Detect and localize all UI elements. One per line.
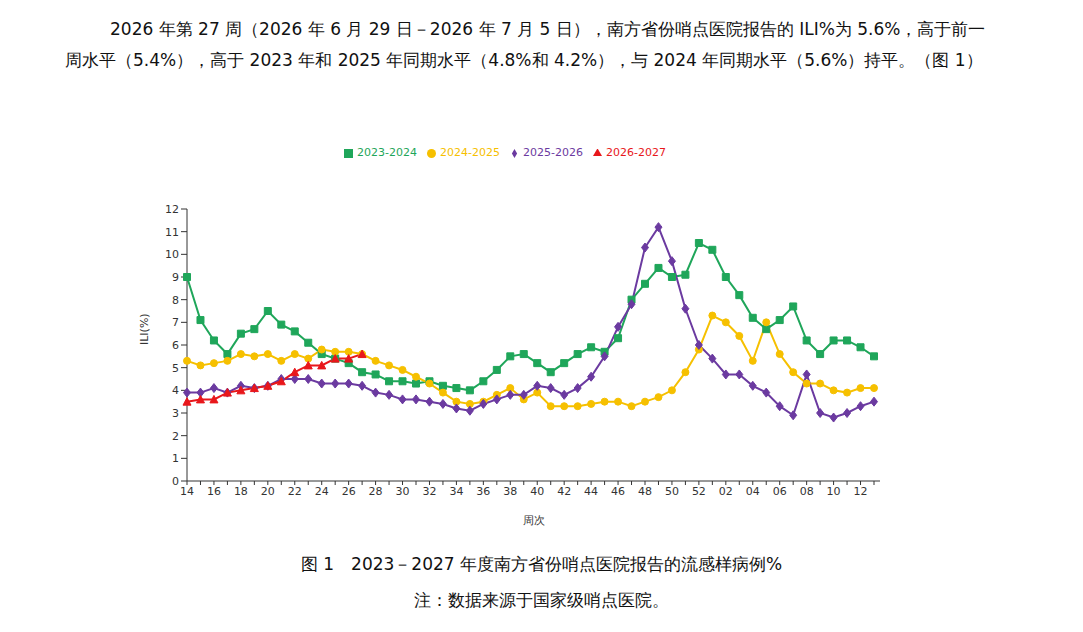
html-text:2025-2026: 2025-2026 bbox=[523, 146, 583, 159]
svg-text:34: 34 bbox=[449, 485, 463, 498]
svg-text:0: 0 bbox=[172, 475, 179, 488]
svg-text:02: 02 bbox=[719, 485, 733, 498]
svg-text:46: 46 bbox=[611, 485, 625, 498]
svg-text:2: 2 bbox=[172, 430, 179, 443]
svg-text:9: 9 bbox=[172, 271, 179, 284]
svg-text:10: 10 bbox=[827, 485, 841, 498]
html-text:2024-2025: 2024-2025 bbox=[440, 146, 500, 159]
svg-text:32: 32 bbox=[422, 485, 436, 498]
svg-text:1: 1 bbox=[172, 452, 179, 465]
svg-text:3: 3 bbox=[172, 407, 179, 420]
html-text:2026 年第 27 周（2026 年 6 月 29 日－2: 2026 年第 27 周（2026 年 6 月 29 日－2026 年 7 月 … bbox=[65, 19, 986, 70]
svg-text:06: 06 bbox=[773, 485, 787, 498]
svg-text:50: 50 bbox=[665, 485, 679, 498]
svg-text:6: 6 bbox=[172, 339, 179, 352]
svg-text:28: 28 bbox=[369, 485, 383, 498]
svg-text:8: 8 bbox=[172, 294, 179, 307]
html-text:注：数据来源于国家级哨点医院。: 注：数据来源于国家级哨点医院。 bbox=[414, 590, 669, 610]
svg-text:周次: 周次 bbox=[523, 514, 545, 527]
html-text:2026-2027: 2026-2027 bbox=[606, 146, 666, 159]
svg-text:12: 12 bbox=[165, 203, 179, 216]
svg-text:04: 04 bbox=[746, 485, 760, 498]
svg-text:20: 20 bbox=[261, 485, 275, 498]
svg-text:11: 11 bbox=[165, 226, 179, 239]
svg-text:40: 40 bbox=[530, 485, 544, 498]
svg-text:22: 22 bbox=[288, 485, 302, 498]
svg-text:08: 08 bbox=[800, 485, 814, 498]
svg-text:30: 30 bbox=[396, 485, 410, 498]
html-text:2023-2024: 2023-2024 bbox=[357, 146, 417, 159]
svg-text:14: 14 bbox=[180, 485, 194, 498]
svg-text:7: 7 bbox=[172, 316, 179, 329]
svg-text:5: 5 bbox=[172, 362, 179, 375]
svg-text:ILI(%): ILI(%) bbox=[138, 313, 151, 345]
html-text:图 1 2023－2027 年度南方省份哨点医院报告的流感样: 图 1 2023－2027 年度南方省份哨点医院报告的流感样病例% bbox=[300, 554, 783, 574]
svg-text:48: 48 bbox=[638, 485, 652, 498]
svg-text:38: 38 bbox=[503, 485, 517, 498]
svg-text:24: 24 bbox=[315, 485, 329, 498]
svg-text:42: 42 bbox=[557, 485, 571, 498]
svg-text:44: 44 bbox=[584, 485, 598, 498]
svg-text:18: 18 bbox=[234, 485, 248, 498]
svg-text:16: 16 bbox=[207, 485, 221, 498]
svg-text:36: 36 bbox=[476, 485, 490, 498]
svg-text:4: 4 bbox=[172, 384, 179, 397]
svg-text:26: 26 bbox=[342, 485, 356, 498]
svg-text:12: 12 bbox=[854, 485, 868, 498]
svg-text:52: 52 bbox=[692, 485, 706, 498]
svg-text:10: 10 bbox=[165, 248, 179, 261]
